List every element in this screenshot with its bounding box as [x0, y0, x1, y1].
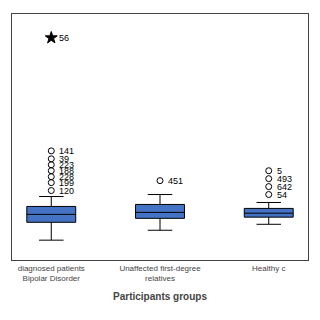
svg-text:493: 493 — [277, 174, 292, 184]
svg-text:120: 120 — [59, 186, 74, 196]
svg-text:Participants groups: Participants groups — [113, 291, 207, 302]
svg-text:223: 223 — [59, 160, 74, 170]
svg-text:199: 199 — [59, 178, 74, 188]
svg-text:451: 451 — [168, 176, 183, 186]
svg-text:642: 642 — [277, 182, 292, 192]
svg-text:188: 188 — [59, 166, 74, 176]
svg-text:Healthy c: Healthy c — [252, 264, 285, 273]
svg-text:5: 5 — [277, 166, 282, 176]
svg-text:228: 228 — [59, 172, 74, 182]
svg-text:Unaffected first-degreerelativ: Unaffected first-degreerelatives — [119, 264, 201, 283]
svg-text:diagnosed patientsBipolar Diso: diagnosed patientsBipolar Disorder — [18, 264, 85, 283]
svg-text:141: 141 — [59, 146, 74, 156]
svg-text:56: 56 — [59, 33, 69, 43]
svg-text:54: 54 — [277, 190, 287, 200]
svg-text:39: 39 — [59, 154, 69, 164]
